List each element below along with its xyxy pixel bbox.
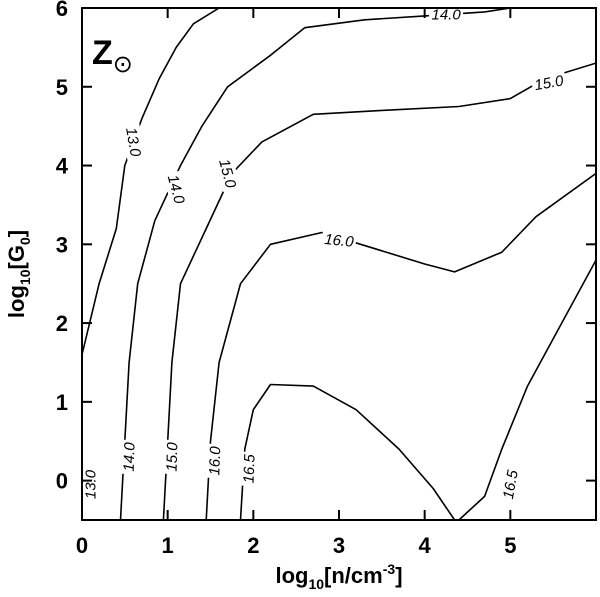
contour-label-gap <box>214 154 241 193</box>
contour-label-text: 16.0 <box>324 231 355 251</box>
x-axis-title-sub: 10 <box>308 576 324 592</box>
contour-label-text: 15.0 <box>163 441 181 471</box>
contour-label-16.5: 16.5 <box>239 451 259 487</box>
contour-label-text: 16.0 <box>206 445 224 475</box>
contour-label-gap <box>81 467 100 502</box>
contour-label-14.0: 14.0 <box>119 439 139 475</box>
contour-label-16.0: 16.0 <box>205 443 225 479</box>
contour-line-16.5 <box>239 383 456 520</box>
y-tick-label: 3 <box>56 232 68 257</box>
contour-label-13.0: 13.0 <box>81 467 100 502</box>
plot-frame <box>81 7 597 521</box>
contour-label-15.0: 15.0 <box>162 439 182 475</box>
y-axis-title-sub2: 0 <box>17 237 33 245</box>
x-tick-label: 4 <box>419 533 432 558</box>
contour-line-13.0 <box>82 8 220 355</box>
contour-label-15.0: 15.0 <box>530 71 568 95</box>
y-tick-label: 6 <box>56 0 68 21</box>
contour-label-gap <box>321 229 357 252</box>
contour-label-text: 14.0 <box>431 6 461 23</box>
x-tick-label: 0 <box>76 533 88 558</box>
contour-label-text: 14.0 <box>121 441 139 471</box>
contour-lines <box>82 8 596 520</box>
axis-ticks: 0 1 2 3 4 5 0 1 2 3 4 5 6 <box>56 0 596 558</box>
y-axis-title-base: log <box>4 285 29 318</box>
y-axis-title-sub: 10 <box>17 269 33 285</box>
sun-symbol-icon: ⊙ <box>113 51 133 78</box>
x-axis-title-main: [n/cm <box>324 563 383 588</box>
contour-label-gap <box>205 443 225 479</box>
y-tick-label: 0 <box>56 469 68 494</box>
contour-label-16.5: 16.5 <box>498 466 523 503</box>
x-tick-label: 1 <box>162 533 174 558</box>
x-tick-label: 3 <box>333 533 345 558</box>
y-tick-label: 4 <box>56 154 69 179</box>
contour-label-gap <box>163 170 190 208</box>
contour-label-text: 16.5 <box>500 468 522 500</box>
annotation-main: Z <box>92 34 113 72</box>
x-axis-title: log10[n/cm-3] <box>275 561 402 592</box>
contour-line-14.0 <box>119 8 511 520</box>
contour-label-14.0: 14.0 <box>429 5 464 24</box>
y-tick-label: 5 <box>56 75 68 100</box>
y-tick-label: 1 <box>56 390 68 415</box>
contour-line-16.5 <box>458 259 596 520</box>
contour-label-gap <box>429 5 464 24</box>
contour-label-14.0: 14.0 <box>163 170 190 208</box>
contour-label-gap <box>498 466 523 503</box>
contour-label-gap <box>530 71 568 95</box>
contour-label-text: 15.0 <box>215 157 239 190</box>
x-tick-label: 2 <box>247 533 259 558</box>
x-axis-title-base: log <box>275 563 308 588</box>
contour-label-text: 13.0 <box>83 469 100 499</box>
contour-line-15.0 <box>162 62 596 520</box>
contour-label-text: 13.0 <box>122 126 144 158</box>
contour-label-text: 15.0 <box>533 72 565 94</box>
contour-label-15.0: 15.0 <box>214 154 241 193</box>
metallicity-annotation: Z⊙ <box>92 34 133 78</box>
y-axis-title-end: ] <box>4 230 29 237</box>
contour-labels: 13.0 13.0 14.0 14.0 14.0 15.0 15.0 15.0 16.0 16.0… <box>81 5 568 503</box>
contour-label-gap <box>239 451 259 487</box>
y-axis-title: log10[G0] <box>4 230 33 318</box>
x-tick-label: 5 <box>504 533 516 558</box>
y-tick-label: 2 <box>56 311 68 336</box>
x-axis-title-end: ] <box>395 563 402 588</box>
contour-label-16.0: 16.0 <box>321 229 357 252</box>
contour-label-text: 14.0 <box>164 173 188 206</box>
contour-label-13.0: 13.0 <box>121 123 146 161</box>
contour-label-gap <box>119 439 139 475</box>
x-axis-title-sup: -3 <box>383 561 396 577</box>
y-axis-title-main: [G <box>4 245 29 269</box>
contour-line-16.0 <box>205 172 596 520</box>
contour-label-gap <box>121 123 146 161</box>
contour-label-text: 16.5 <box>241 453 259 483</box>
contour-label-gap <box>162 439 182 475</box>
